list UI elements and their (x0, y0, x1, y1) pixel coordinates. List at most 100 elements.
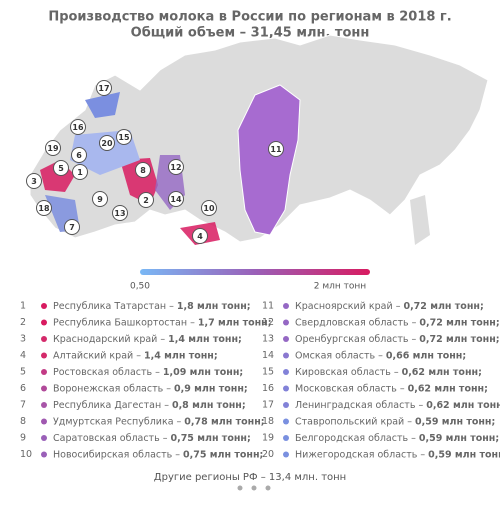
region-value: 0,62 млн тонн; (408, 383, 488, 394)
map-marker-label: 11 (270, 145, 282, 154)
map-marker-label: 2 (143, 196, 149, 205)
list-item: Удмуртская Республика –0,78 млн тонн; (53, 416, 265, 427)
map-marker (99, 135, 115, 151)
map-marker-label: 14 (170, 195, 182, 204)
region-shape (237, 84, 301, 236)
region-value: 0,66 млн тонн; (386, 350, 466, 361)
region-name: Республика Дагестан – (53, 400, 169, 411)
region-shape (85, 92, 120, 118)
region-value: 0,59 млн тонн; (428, 449, 500, 460)
rank: 16 (262, 383, 274, 394)
map-marker (53, 160, 69, 176)
region-name: Удмуртская Республика – (53, 416, 182, 427)
map-marker (112, 205, 128, 221)
region-name: Белгородская область – (295, 433, 416, 444)
region-name: Саратовская область – (53, 433, 168, 444)
map-marker (138, 192, 154, 208)
bullet (41, 336, 47, 342)
map-marker (70, 119, 86, 135)
bullet (283, 369, 289, 375)
list-item: Ростовская область –1,09 млн тонн; (53, 367, 243, 378)
island-shape (410, 195, 430, 245)
region-value: 0,75 млн тонн; (170, 433, 250, 444)
region-value: 1,4 млн тонн; (168, 334, 242, 345)
rank: 8 (20, 416, 26, 427)
map-marker (45, 140, 61, 156)
region-name: Омская область – (295, 350, 383, 361)
bullet (283, 336, 289, 342)
list-item: Белгородская область –0,59 млн тонн; (295, 433, 499, 444)
rank: 20 (262, 449, 274, 460)
rank: 12 (262, 317, 274, 328)
map-marker (72, 164, 88, 180)
map-marker-label: 15 (118, 133, 130, 142)
list-item: Республика Башкортостан –1,7 млн тонн; (53, 317, 272, 328)
rank: 7 (20, 400, 26, 411)
rank: 15 (262, 367, 274, 378)
map-marker (192, 228, 208, 244)
list-item: Республика Дагестан –0,8 млн тонн; (53, 400, 246, 411)
region-value: 0,75 млн тонн; (183, 449, 263, 460)
list-item: Ставропольский край –0,59 млн тонн; (295, 416, 495, 427)
map-marker (96, 80, 112, 96)
list-item: Московская область –0,62 млн тонн; (295, 383, 488, 394)
region-value: 0,62 млн тонн; (402, 367, 482, 378)
region-value: 0,9 млн тонн; (174, 383, 248, 394)
dot (237, 485, 243, 491)
rank: 5 (20, 367, 26, 378)
region-name: Кировская область – (295, 367, 399, 378)
map-marker (135, 162, 151, 178)
region-name: Красноярский край – (295, 301, 401, 312)
bullet (283, 435, 289, 441)
list-item: Алтайский край –1,4 млн тонн; (53, 350, 218, 361)
list-item: Воронежская область –0,9 млн тонн; (53, 383, 248, 394)
rank: 11 (262, 301, 274, 312)
map-marker-label: 17 (98, 84, 109, 93)
rank: 6 (20, 383, 26, 394)
bullet (283, 352, 289, 359)
bullet (283, 418, 289, 425)
region-name: Новосибирская область – (53, 449, 180, 460)
region-value: 0,8 млн тонн; (172, 400, 246, 411)
dot (251, 485, 257, 491)
map-marker (116, 129, 132, 145)
bullet (41, 385, 47, 392)
map-marker-label: 20 (101, 139, 113, 148)
list-item: Саратовская область –0,75 млн тонн; (53, 433, 251, 444)
region-name: Ставропольский край – (295, 416, 412, 427)
map-marker (92, 191, 108, 207)
region-value: 0,78 млн тонн; (184, 416, 264, 427)
map-marker-label: 13 (114, 209, 125, 218)
region-value: 1,8 млн тонн; (177, 301, 251, 312)
region-value: 0,72 млн тонн; (403, 301, 483, 312)
region-name: Воронежская область – (53, 383, 171, 394)
bullet (283, 319, 289, 326)
title-line: Общий объем – 31,45 млн. тонн (131, 26, 370, 41)
region-name: Ленинградская область – (295, 400, 423, 411)
rank: 1 (20, 301, 26, 312)
map-marker-label: 3 (31, 177, 37, 186)
list-item: Краснодарский край –1,4 млн тонн; (53, 334, 242, 345)
map-marker-label: 4 (197, 232, 203, 241)
rank: 13 (262, 334, 274, 345)
list-item: Свердловская область –0,72 млн тонн; (295, 317, 500, 328)
map-marker (268, 141, 284, 157)
region-name: Нижегородская область – (295, 449, 425, 460)
bullet (41, 369, 47, 375)
rank: 19 (262, 433, 274, 444)
region-value: 1,4 млн тонн; (144, 350, 218, 361)
region-name: Оренбургская область – (295, 334, 417, 345)
map-marker (201, 200, 217, 216)
rank: 17 (262, 400, 274, 411)
region-name: Краснодарский край – (53, 334, 165, 345)
map-marker (64, 219, 80, 235)
list-item: Новосибирская область –0,75 млн тонн; (53, 449, 263, 460)
bullet (283, 451, 289, 458)
region-value: 0,59 млн тонн; (415, 416, 495, 427)
map-marker-label: 19 (47, 144, 59, 153)
region-value: 0,72 млн тонн; (419, 317, 499, 328)
map-marker (26, 173, 42, 189)
bullet (41, 303, 47, 309)
bullet (41, 319, 47, 326)
